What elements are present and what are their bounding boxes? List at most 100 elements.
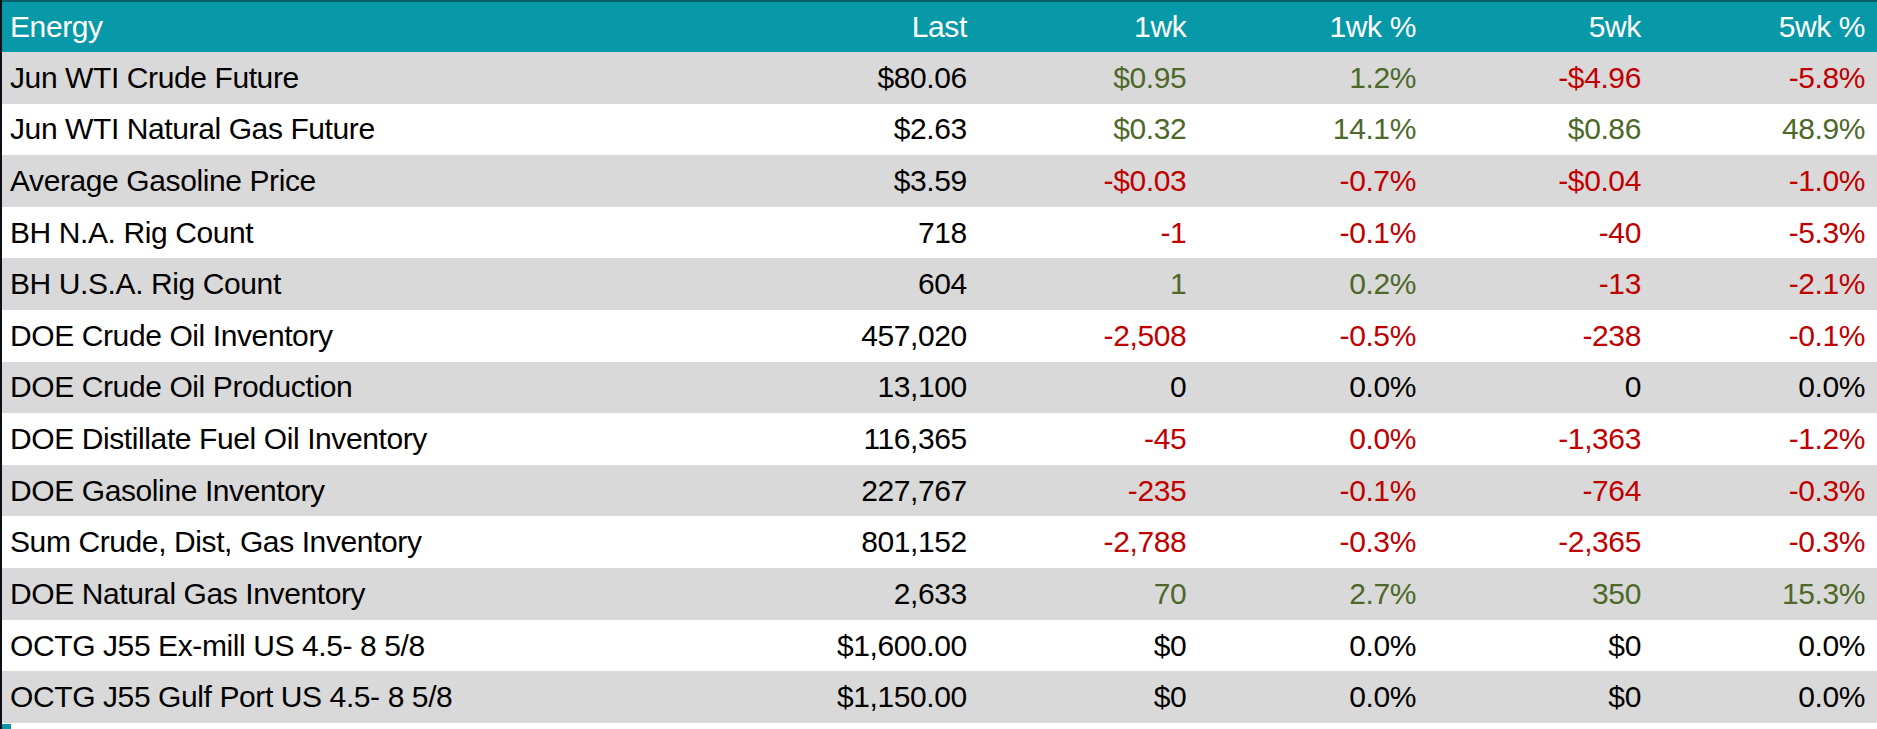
5wk-pct-cell[interactable]: -0.3%: [1653, 516, 1877, 568]
last-cell[interactable]: 116,365: [741, 413, 979, 465]
table-row: DOE Crude Oil Production13,10000.0%00.0%: [2, 362, 1877, 414]
row-name-cell[interactable]: BH N.A. Rig Count: [2, 207, 741, 259]
header-row: Energy Last 1wk 1wk % 5wk 5wk %: [2, 1, 1877, 52]
5wk-pct-cell[interactable]: 0.0%: [1653, 671, 1877, 723]
5wk-cell[interactable]: -$0.04: [1428, 155, 1653, 207]
last-cell[interactable]: 2,633: [741, 568, 979, 620]
5wk-cell[interactable]: -1,363: [1428, 413, 1653, 465]
5wk-cell[interactable]: $0.86: [1428, 104, 1653, 156]
row-name-cell[interactable]: OCTG J55 Gulf Port US 4.5- 8 5/8: [2, 671, 741, 723]
energy-table: Energy Last 1wk 1wk % 5wk 5wk % Jun WTI …: [2, 0, 1877, 723]
table-row: Jun WTI Crude Future$80.06$0.951.2%-$4.9…: [2, 52, 1877, 104]
5wk-pct-cell[interactable]: 48.9%: [1653, 104, 1877, 156]
5wk-pct-cell[interactable]: 0.0%: [1653, 362, 1877, 414]
table-bottom-gap: [2, 723, 1877, 729]
5wk-pct-cell[interactable]: 0.0%: [1653, 620, 1877, 672]
1wk-cell[interactable]: $0.32: [979, 104, 1198, 156]
5wk-pct-cell[interactable]: -5.3%: [1653, 207, 1877, 259]
table-row: OCTG J55 Gulf Port US 4.5- 8 5/8$1,150.0…: [2, 671, 1877, 723]
header-cell-last[interactable]: Last: [741, 1, 979, 52]
1wk-pct-cell[interactable]: -0.7%: [1198, 155, 1428, 207]
header-cell-5wk-pct[interactable]: 5wk %: [1653, 1, 1877, 52]
header-cell-5wk[interactable]: 5wk: [1428, 1, 1653, 52]
1wk-cell[interactable]: $0.95: [979, 52, 1198, 104]
last-cell[interactable]: $1,150.00: [741, 671, 979, 723]
1wk-cell[interactable]: -235: [979, 465, 1198, 517]
row-name-cell[interactable]: OCTG J55 Ex-mill US 4.5- 8 5/8: [2, 620, 741, 672]
table-row: DOE Crude Oil Inventory457,020-2,508-0.5…: [2, 310, 1877, 362]
5wk-cell[interactable]: -2,365: [1428, 516, 1653, 568]
5wk-pct-cell[interactable]: -0.1%: [1653, 310, 1877, 362]
5wk-pct-cell[interactable]: -5.8%: [1653, 52, 1877, 104]
row-name-cell[interactable]: BH U.S.A. Rig Count: [2, 258, 741, 310]
1wk-cell[interactable]: -2,788: [979, 516, 1198, 568]
last-cell[interactable]: 604: [741, 258, 979, 310]
5wk-cell[interactable]: -$4.96: [1428, 52, 1653, 104]
5wk-cell[interactable]: -764: [1428, 465, 1653, 517]
table-row: DOE Distillate Fuel Oil Inventory116,365…: [2, 413, 1877, 465]
5wk-cell[interactable]: -40: [1428, 207, 1653, 259]
5wk-cell[interactable]: -238: [1428, 310, 1653, 362]
1wk-cell[interactable]: -2,508: [979, 310, 1198, 362]
5wk-pct-cell[interactable]: -0.3%: [1653, 465, 1877, 517]
table-row: Average Gasoline Price$3.59-$0.03-0.7%-$…: [2, 155, 1877, 207]
last-cell[interactable]: $2.63: [741, 104, 979, 156]
5wk-pct-cell[interactable]: -2.1%: [1653, 258, 1877, 310]
1wk-pct-cell[interactable]: 0.0%: [1198, 671, 1428, 723]
1wk-cell[interactable]: -45: [979, 413, 1198, 465]
table-row: BH N.A. Rig Count718-1-0.1%-40-5.3%: [2, 207, 1877, 259]
row-name-cell[interactable]: DOE Crude Oil Production: [2, 362, 741, 414]
last-cell[interactable]: $3.59: [741, 155, 979, 207]
1wk-cell[interactable]: -$0.03: [979, 155, 1198, 207]
table-row: BH U.S.A. Rig Count60410.2%-13-2.1%: [2, 258, 1877, 310]
last-cell[interactable]: 457,020: [741, 310, 979, 362]
1wk-pct-cell[interactable]: 0.0%: [1198, 362, 1428, 414]
1wk-pct-cell[interactable]: 0.2%: [1198, 258, 1428, 310]
table-row: Sum Crude, Dist, Gas Inventory801,152-2,…: [2, 516, 1877, 568]
1wk-pct-cell[interactable]: 14.1%: [1198, 104, 1428, 156]
5wk-pct-cell[interactable]: -1.0%: [1653, 155, 1877, 207]
last-cell[interactable]: 801,152: [741, 516, 979, 568]
header-cell-1wk-pct[interactable]: 1wk %: [1198, 1, 1428, 52]
5wk-cell[interactable]: 350: [1428, 568, 1653, 620]
row-name-cell[interactable]: DOE Natural Gas Inventory: [2, 568, 741, 620]
5wk-pct-cell[interactable]: 15.3%: [1653, 568, 1877, 620]
last-cell[interactable]: 227,767: [741, 465, 979, 517]
header-cell-1wk[interactable]: 1wk: [979, 1, 1198, 52]
last-cell[interactable]: $80.06: [741, 52, 979, 104]
last-cell[interactable]: $1,600.00: [741, 620, 979, 672]
last-cell[interactable]: 13,100: [741, 362, 979, 414]
1wk-pct-cell[interactable]: -0.5%: [1198, 310, 1428, 362]
1wk-pct-cell[interactable]: -0.1%: [1198, 207, 1428, 259]
row-name-cell[interactable]: DOE Gasoline Inventory: [2, 465, 741, 517]
table-row: Jun WTI Natural Gas Future$2.63$0.3214.1…: [2, 104, 1877, 156]
1wk-cell[interactable]: $0: [979, 620, 1198, 672]
1wk-cell[interactable]: 70: [979, 568, 1198, 620]
1wk-cell[interactable]: -1: [979, 207, 1198, 259]
table-row: DOE Natural Gas Inventory2,633702.7%3501…: [2, 568, 1877, 620]
row-name-cell[interactable]: DOE Crude Oil Inventory: [2, 310, 741, 362]
5wk-cell[interactable]: $0: [1428, 620, 1653, 672]
next-table-header-sliver: [2, 724, 11, 729]
row-name-cell[interactable]: Jun WTI Natural Gas Future: [2, 104, 741, 156]
5wk-pct-cell[interactable]: -1.2%: [1653, 413, 1877, 465]
last-cell[interactable]: 718: [741, 207, 979, 259]
row-name-cell[interactable]: Average Gasoline Price: [2, 155, 741, 207]
header-cell-energy[interactable]: Energy: [2, 1, 741, 52]
1wk-pct-cell[interactable]: -0.1%: [1198, 465, 1428, 517]
5wk-cell[interactable]: 0: [1428, 362, 1653, 414]
energy-table-sheet: Energy Last 1wk 1wk % 5wk 5wk % Jun WTI …: [0, 0, 1877, 729]
1wk-cell[interactable]: 1: [979, 258, 1198, 310]
1wk-cell[interactable]: $0: [979, 671, 1198, 723]
row-name-cell[interactable]: Sum Crude, Dist, Gas Inventory: [2, 516, 741, 568]
5wk-cell[interactable]: -13: [1428, 258, 1653, 310]
1wk-pct-cell[interactable]: 1.2%: [1198, 52, 1428, 104]
row-name-cell[interactable]: DOE Distillate Fuel Oil Inventory: [2, 413, 741, 465]
1wk-pct-cell[interactable]: -0.3%: [1198, 516, 1428, 568]
1wk-pct-cell[interactable]: 0.0%: [1198, 620, 1428, 672]
1wk-pct-cell[interactable]: 2.7%: [1198, 568, 1428, 620]
5wk-cell[interactable]: $0: [1428, 671, 1653, 723]
row-name-cell[interactable]: Jun WTI Crude Future: [2, 52, 741, 104]
1wk-pct-cell[interactable]: 0.0%: [1198, 413, 1428, 465]
1wk-cell[interactable]: 0: [979, 362, 1198, 414]
